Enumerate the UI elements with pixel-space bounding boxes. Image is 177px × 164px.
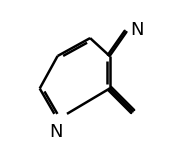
Text: N: N xyxy=(130,21,144,39)
Text: N: N xyxy=(49,123,63,142)
